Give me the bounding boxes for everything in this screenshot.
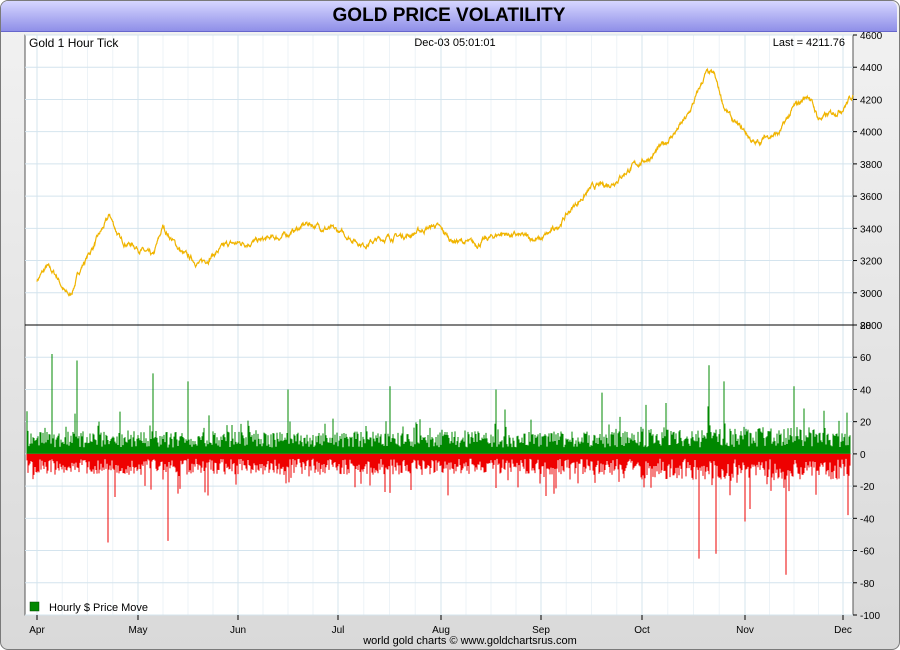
vol-axis-label: 40 [860, 385, 872, 396]
price-layer [36, 67, 854, 297]
month-label: Dec [834, 625, 852, 636]
month-label: Nov [736, 625, 754, 636]
month-label: Jul [332, 625, 345, 636]
month-label: Apr [29, 625, 45, 636]
price-axis-label: 4000 [860, 128, 883, 139]
price-axis-label: 2800 [860, 321, 883, 332]
price-axis-label: 3600 [860, 192, 883, 203]
price-axis-label: 4400 [860, 63, 883, 74]
chart-title: GOLD PRICE VOLATILITY [1, 1, 897, 32]
vol-axis-label: -80 [860, 579, 875, 590]
vol-axis-label: 80 [860, 321, 872, 332]
volatility-bars-layer [26, 354, 851, 575]
legend-label: Hourly $ Price Move [49, 602, 148, 614]
month-label: Sep [532, 625, 550, 636]
vol-axis-label: 0 [860, 450, 866, 461]
vol-axis-label: -40 [860, 514, 875, 525]
month-label: Aug [432, 625, 450, 636]
vol-axis-label: -60 [860, 547, 875, 558]
legend-swatch [29, 601, 40, 612]
price-axis-label: 4200 [860, 95, 883, 106]
price-axis-label: 3400 [860, 224, 883, 235]
price-series-line [36, 67, 854, 297]
timestamp-text: Dec-03 05:01:01 [414, 37, 495, 49]
vol-axis-label: -100 [860, 611, 880, 622]
price-axis-label: 3200 [860, 257, 883, 268]
month-label: May [129, 625, 148, 636]
price-panel-label: Gold 1 Hour Tick [29, 36, 119, 50]
price-axis-label: 4600 [860, 31, 883, 42]
vol-axis-label: -20 [860, 482, 875, 493]
vol-axis-label: 60 [860, 353, 872, 364]
month-label: Oct [634, 625, 650, 636]
footer-credit: world gold charts © www.goldchartsrus.co… [362, 635, 577, 647]
price-axis-label: 3800 [860, 160, 883, 171]
last-price-text: Last = 4211.76 [773, 37, 845, 49]
month-label: Jun [230, 625, 246, 636]
vol-axis-label: 20 [860, 418, 872, 429]
price-axis-label: 3000 [860, 289, 883, 300]
axis-layer: Apr May Jun Jul Aug Sep Oct Nov Dec 2800 3000 3200 3… [29, 31, 882, 636]
